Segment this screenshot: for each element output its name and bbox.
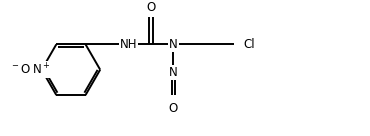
Text: NH: NH	[120, 38, 137, 51]
Text: N: N	[169, 38, 178, 51]
Text: O: O	[169, 102, 178, 115]
Text: O: O	[146, 1, 155, 14]
Text: N: N	[169, 66, 178, 79]
Text: N$^+$: N$^+$	[33, 62, 51, 77]
Text: $^-$O: $^-$O	[10, 63, 31, 76]
Text: Cl: Cl	[243, 38, 255, 51]
